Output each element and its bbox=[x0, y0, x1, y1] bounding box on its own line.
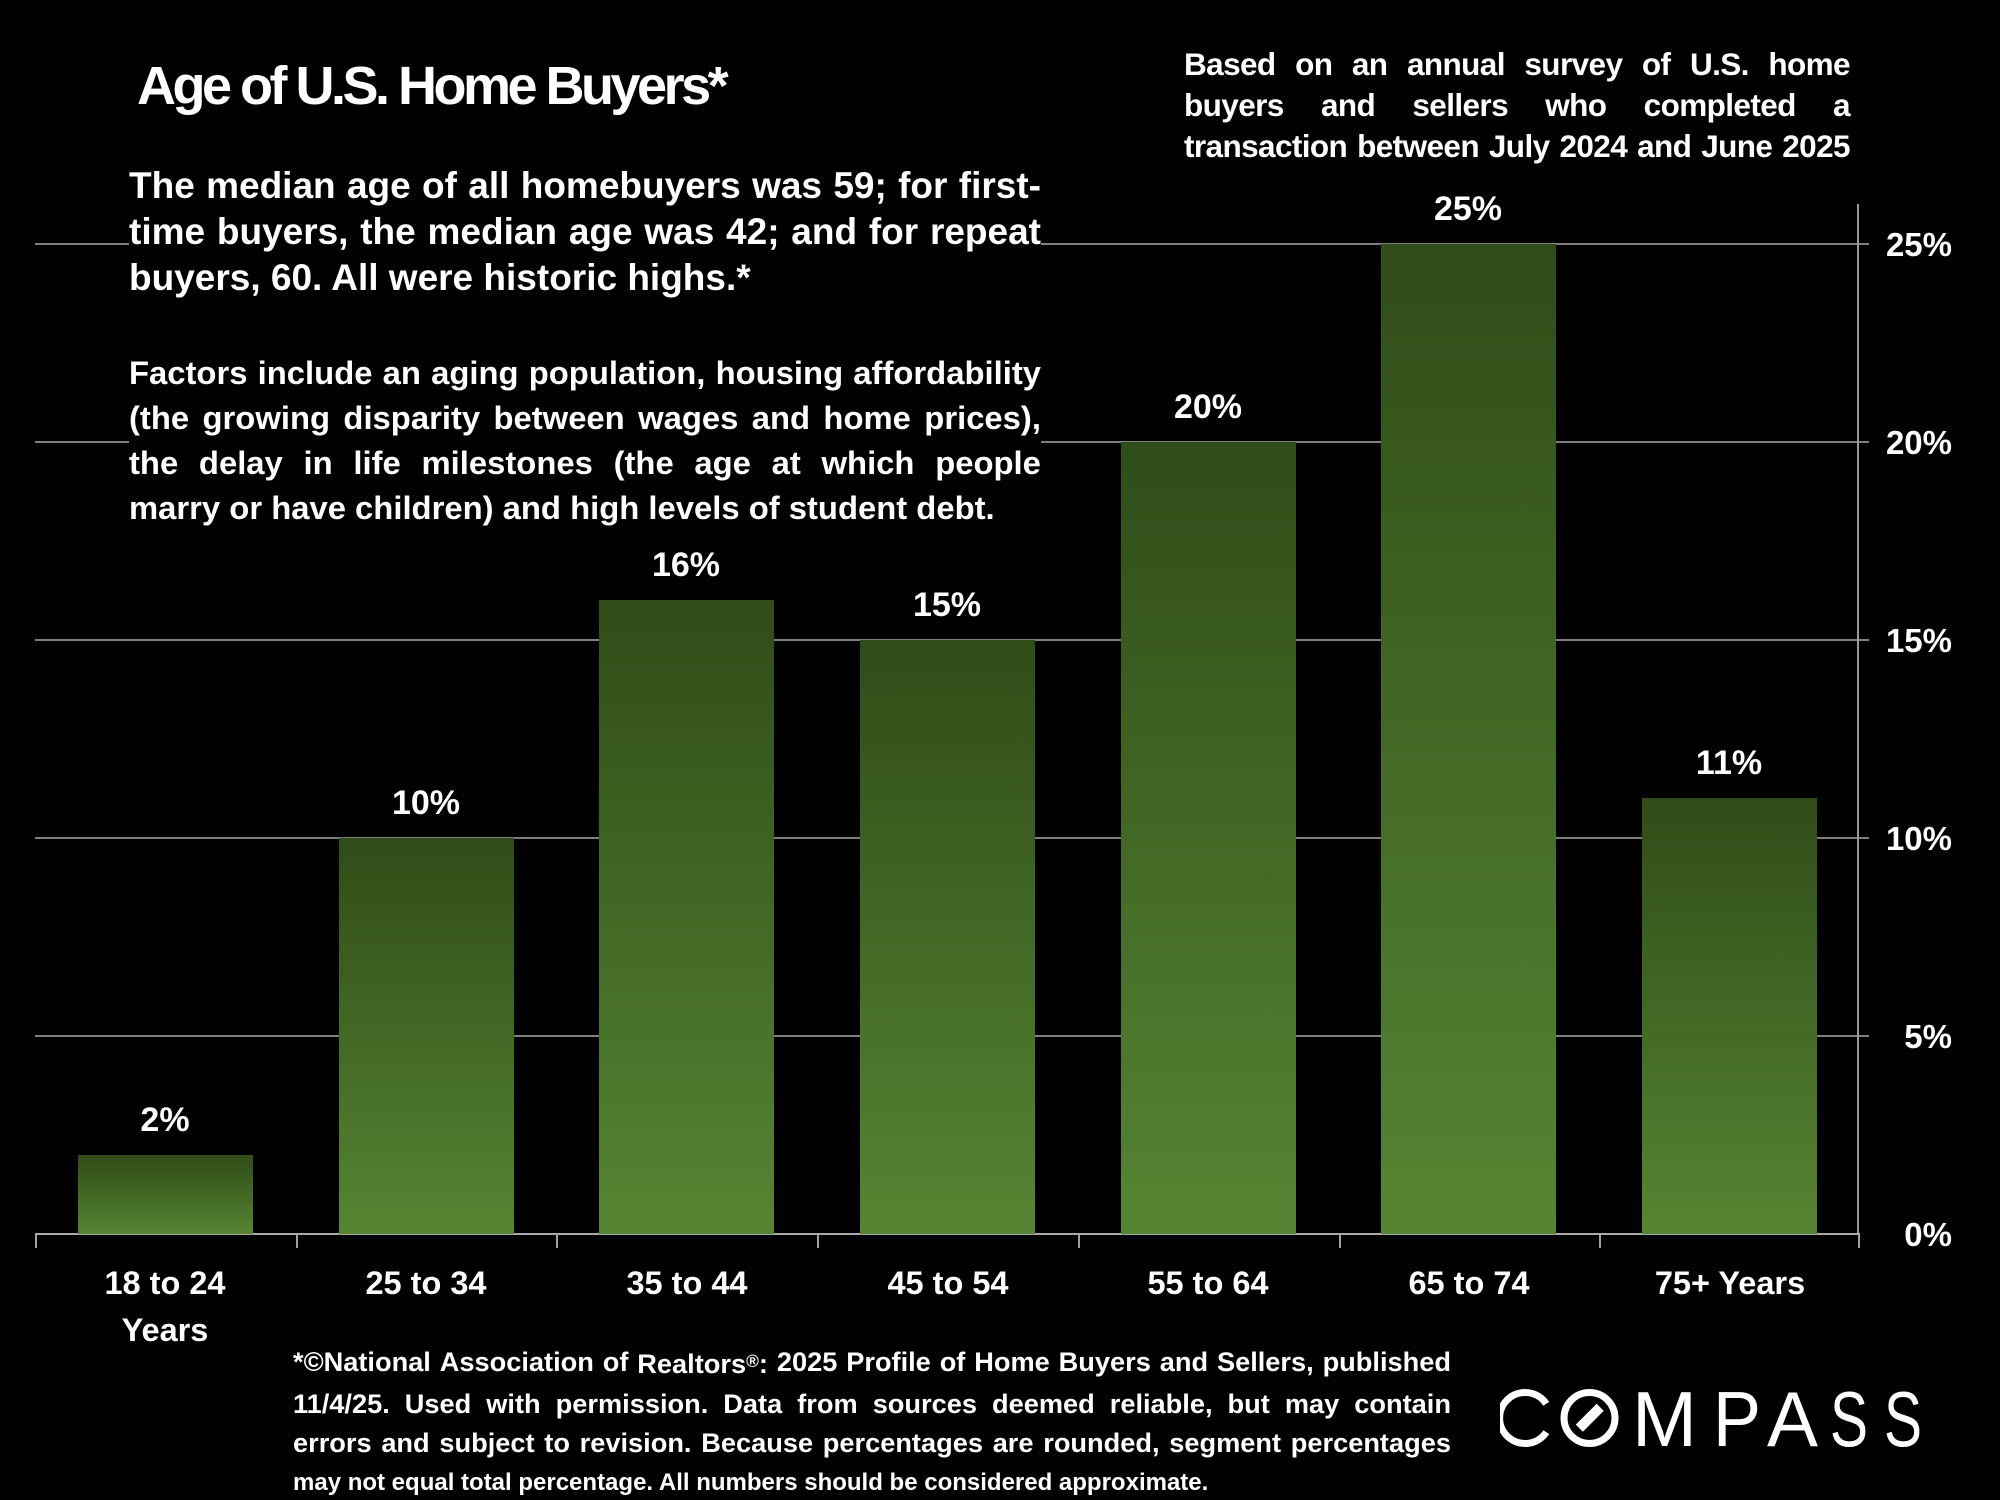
svg-text:S: S bbox=[1884, 1389, 1922, 1448]
svg-text:P: P bbox=[1713, 1389, 1761, 1448]
svg-text:S: S bbox=[1830, 1389, 1868, 1448]
svg-text:A: A bbox=[1767, 1389, 1818, 1448]
svg-text:M: M bbox=[1632, 1389, 1697, 1448]
